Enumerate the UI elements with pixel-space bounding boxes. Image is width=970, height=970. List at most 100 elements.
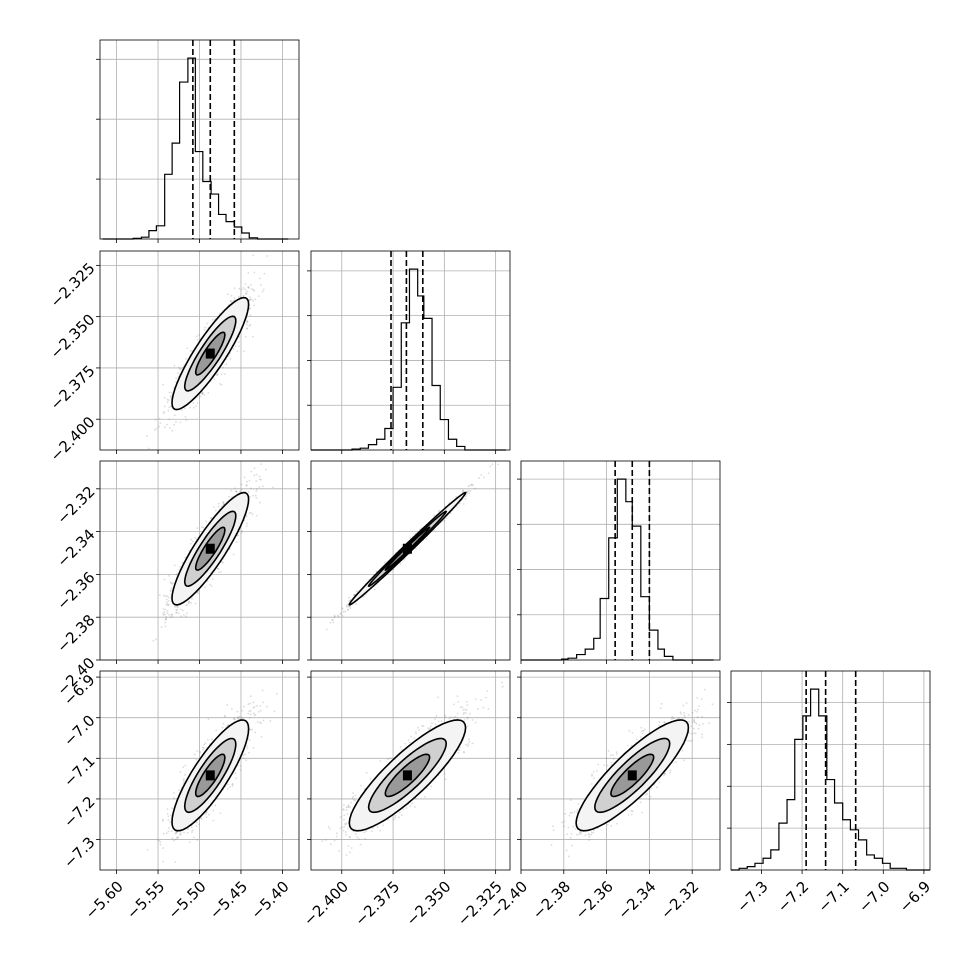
sample-point (168, 399, 170, 401)
sample-point (174, 605, 176, 608)
sample-point (255, 488, 258, 490)
sample-point (255, 480, 258, 482)
sample-point (459, 502, 461, 505)
histogram-panel-3 (727, 670, 931, 874)
sample-point (165, 618, 168, 621)
sample-point (241, 530, 244, 532)
sample-point (470, 483, 473, 486)
sample-point (461, 491, 464, 494)
sample-point (348, 599, 351, 602)
sample-point (340, 612, 342, 614)
sample-point (497, 463, 500, 466)
sample-point (219, 382, 222, 385)
sample-point (347, 605, 350, 608)
sample-point (246, 290, 249, 293)
scatter-panel-1-2 (307, 460, 511, 664)
sample-point (237, 295, 240, 298)
sample-point (255, 497, 258, 499)
sample-point (348, 596, 350, 599)
sample-point (175, 573, 178, 576)
sample-point (408, 553, 411, 556)
sample-point (165, 601, 168, 604)
panel-content (152, 463, 275, 642)
sample-point (235, 490, 238, 493)
sample-point (346, 608, 349, 611)
sample-point (401, 544, 404, 546)
sample-point (467, 485, 470, 487)
sample-point (190, 602, 193, 604)
sample-point (253, 474, 256, 477)
scatter-panel-0-3 (96, 670, 300, 874)
sample-point (208, 583, 211, 586)
sample-point (163, 594, 165, 597)
sample-point (222, 501, 225, 504)
sample-point (180, 368, 182, 370)
sample-point (355, 590, 358, 593)
sample-point (253, 467, 256, 470)
sample-point (249, 298, 252, 301)
sample-point (443, 520, 446, 522)
panel-frame (310, 250, 511, 451)
sample-point (249, 511, 252, 514)
sample-point (214, 509, 217, 512)
sample-point (233, 487, 236, 490)
panel-frame (730, 670, 931, 871)
sample-point (246, 321, 249, 324)
sample-point (336, 614, 339, 617)
sample-point (445, 517, 448, 520)
sample-point (194, 602, 197, 605)
density-peak (205, 348, 215, 359)
sample-point (399, 562, 402, 565)
sample-point (187, 602, 190, 605)
sample-point (467, 489, 470, 492)
sample-point (245, 292, 248, 295)
sample-point (236, 350, 239, 353)
sample-point (262, 485, 264, 488)
sample-point (168, 574, 171, 577)
sample-point (188, 600, 191, 603)
sample-point (163, 611, 166, 613)
sample-point (167, 596, 170, 599)
sample-point (169, 616, 172, 619)
sample-point (170, 582, 173, 585)
sample-point (166, 612, 169, 615)
sample-point (173, 414, 176, 417)
sample-point (203, 328, 206, 331)
sample-point (160, 626, 163, 629)
sample-point (238, 287, 241, 290)
sample-point (333, 616, 336, 619)
sample-point (169, 581, 172, 584)
sample-point (251, 288, 253, 290)
sample-point (232, 347, 235, 350)
sample-point (483, 476, 485, 479)
sample-point (237, 534, 240, 537)
sample-point (184, 415, 187, 418)
sample-point (166, 423, 168, 426)
sample-point (204, 326, 207, 329)
sample-point (191, 597, 193, 600)
sample-point (177, 372, 179, 374)
panel-frame (520, 460, 721, 661)
sample-point (425, 537, 428, 540)
sample-point (346, 606, 348, 608)
sample-point (175, 611, 177, 614)
sample-point (264, 468, 267, 471)
sample-point (175, 609, 178, 611)
sample-point (189, 542, 192, 545)
sample-point (221, 561, 223, 563)
sample-point (272, 486, 275, 489)
sample-point (225, 363, 228, 366)
sample-point (251, 335, 254, 338)
panel-background (311, 461, 510, 660)
sample-point (258, 478, 261, 481)
sample-point (184, 615, 187, 618)
sample-point (153, 429, 156, 431)
sample-point (162, 613, 165, 616)
sample-point (181, 609, 184, 612)
sample-point (191, 540, 194, 543)
sample-point (245, 515, 248, 518)
sample-point (166, 610, 169, 612)
sample-point (249, 496, 251, 498)
sample-point (247, 272, 250, 274)
sample-point (163, 411, 165, 413)
